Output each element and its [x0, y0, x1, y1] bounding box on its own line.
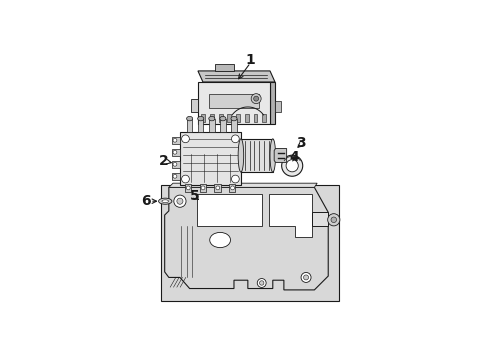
Bar — [171, 149, 180, 156]
Text: 2: 2 — [158, 154, 168, 168]
Text: 6: 6 — [141, 194, 150, 208]
Text: 4: 4 — [289, 150, 299, 164]
Polygon shape — [269, 82, 274, 123]
Circle shape — [215, 186, 219, 190]
Bar — [241, 139, 272, 172]
Circle shape — [231, 135, 239, 143]
Circle shape — [173, 195, 185, 207]
Circle shape — [259, 281, 264, 285]
Bar — [198, 82, 269, 123]
Bar — [201, 114, 205, 122]
Polygon shape — [198, 71, 274, 82]
Circle shape — [201, 186, 204, 190]
Bar — [184, 184, 191, 192]
Bar — [209, 114, 213, 122]
Polygon shape — [168, 183, 317, 187]
Bar — [186, 118, 192, 132]
Ellipse shape — [208, 116, 214, 121]
Circle shape — [173, 174, 177, 178]
Polygon shape — [196, 194, 261, 226]
Bar — [199, 184, 205, 192]
Bar — [214, 64, 233, 71]
Circle shape — [173, 150, 177, 154]
Bar — [171, 174, 180, 180]
Polygon shape — [268, 194, 311, 237]
Circle shape — [181, 135, 189, 143]
Ellipse shape — [186, 116, 192, 121]
Circle shape — [257, 279, 265, 287]
Bar — [274, 102, 280, 112]
Text: 5: 5 — [189, 189, 199, 203]
Ellipse shape — [197, 116, 203, 121]
Bar — [229, 184, 235, 192]
Ellipse shape — [162, 200, 168, 203]
Circle shape — [186, 186, 190, 190]
Circle shape — [177, 198, 183, 204]
Bar — [171, 162, 180, 167]
Text: 3: 3 — [295, 136, 305, 150]
Ellipse shape — [230, 116, 237, 121]
Circle shape — [251, 94, 261, 104]
Bar — [180, 132, 241, 185]
Circle shape — [230, 186, 234, 190]
Bar — [262, 114, 265, 122]
Circle shape — [281, 155, 302, 176]
Ellipse shape — [238, 139, 243, 172]
Circle shape — [173, 138, 177, 142]
Ellipse shape — [220, 116, 225, 121]
Bar — [227, 114, 231, 122]
Circle shape — [231, 175, 239, 183]
Bar — [171, 138, 180, 144]
Circle shape — [330, 217, 336, 222]
Polygon shape — [274, 149, 286, 162]
Bar — [208, 118, 214, 132]
Bar — [253, 114, 257, 122]
Circle shape — [173, 162, 177, 166]
Ellipse shape — [209, 233, 230, 248]
Polygon shape — [191, 99, 198, 112]
Bar — [231, 118, 236, 132]
Bar — [236, 114, 240, 122]
Polygon shape — [311, 212, 333, 226]
Circle shape — [327, 214, 339, 226]
Circle shape — [285, 159, 298, 172]
Bar — [208, 94, 259, 108]
Ellipse shape — [158, 198, 172, 204]
Text: 1: 1 — [245, 53, 255, 67]
Ellipse shape — [269, 139, 275, 172]
Circle shape — [181, 175, 189, 183]
Bar — [214, 184, 220, 192]
Polygon shape — [160, 185, 339, 301]
Bar — [220, 118, 225, 132]
Circle shape — [303, 275, 308, 280]
Bar — [198, 118, 203, 132]
Circle shape — [253, 96, 258, 101]
Bar — [244, 114, 248, 122]
Circle shape — [301, 273, 310, 283]
Bar — [218, 114, 222, 122]
